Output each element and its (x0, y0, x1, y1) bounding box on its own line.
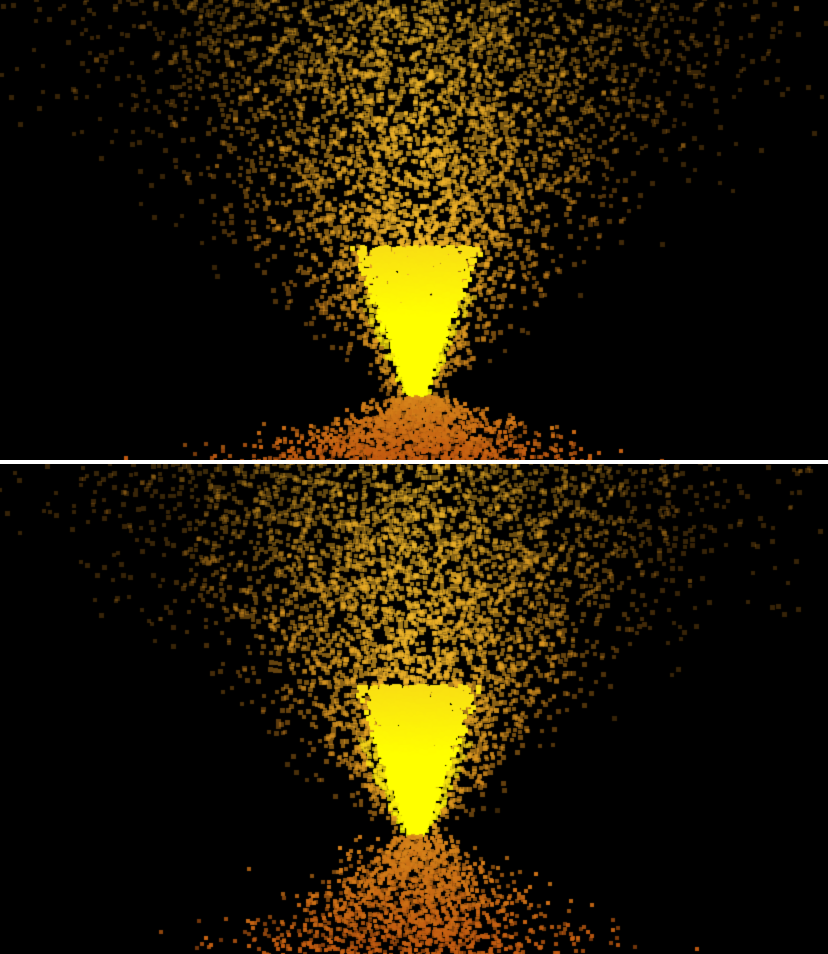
particle-canvas-bottom (0, 464, 828, 954)
particle-panel-bottom (0, 464, 828, 954)
panel-divider (0, 460, 828, 464)
particle-canvas-top (0, 0, 828, 460)
particle-panel-top (0, 0, 828, 460)
